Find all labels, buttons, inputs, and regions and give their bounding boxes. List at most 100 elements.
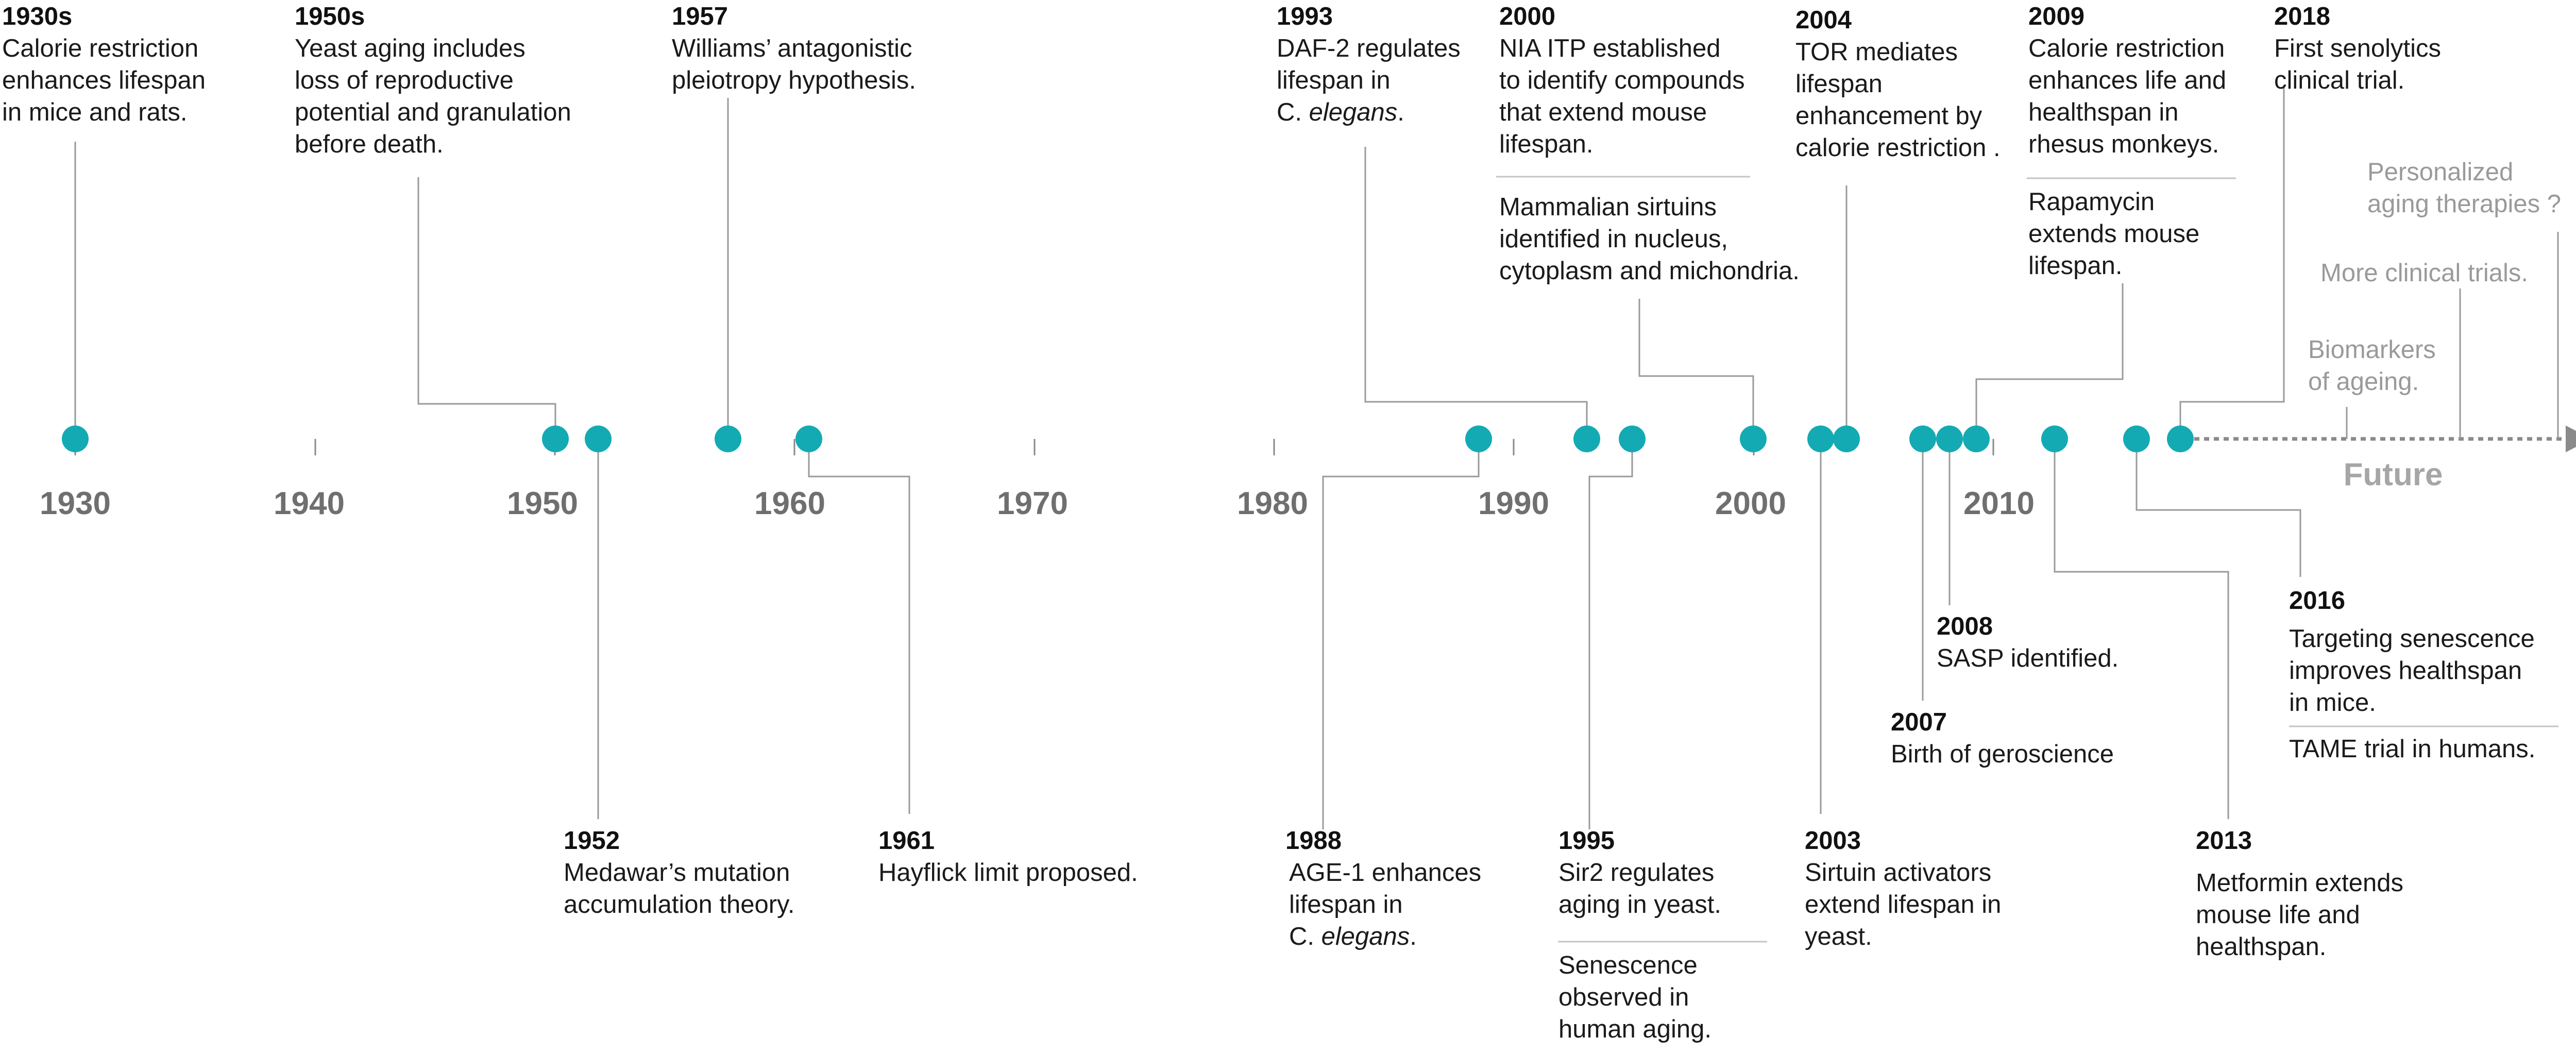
event-text-line: Sirtuin activators xyxy=(1805,859,1991,887)
event-text-line: DAF-2 regulates xyxy=(1277,35,1461,62)
event-text-line: enhancement by xyxy=(1795,102,1982,130)
connector-lines xyxy=(74,87,2559,829)
event-2009-rapamycin: Rapamycin extends mouse lifespan. xyxy=(2028,188,2199,280)
future-personalized-therapies: Personalized aging therapies ? xyxy=(2367,158,2561,218)
event-text-line: enhances lifespan xyxy=(2,66,206,94)
event-text-line: Calorie restriction xyxy=(2,35,198,62)
connector-2018 xyxy=(2179,87,2285,439)
connector-1995 xyxy=(1588,439,1633,829)
marker-2009 xyxy=(1963,426,1990,452)
connector-1961 xyxy=(808,439,910,814)
event-2000: 2000 NIA ITP established to identify com… xyxy=(1499,3,1745,158)
event-year: 2018 xyxy=(2274,3,2330,30)
year-ticks xyxy=(74,439,1994,455)
event-text-line: yeast. xyxy=(1805,923,1872,950)
event-2013: 2013 Metformin extends mouse life and he… xyxy=(2196,827,2403,961)
marker-2004 xyxy=(1833,426,1860,452)
event-text-line: accumulation theory. xyxy=(564,891,795,918)
marker-1952 xyxy=(585,426,612,452)
event-text-line: extends mouse xyxy=(2028,220,2199,248)
species-suffix: . xyxy=(1397,98,1404,126)
event-text-line: observed in xyxy=(1558,983,1689,1011)
future-arrowhead xyxy=(2566,426,2576,452)
event-2007: 2007 Birth of geroscience xyxy=(1891,708,2114,768)
event-text-line: More clinical trials. xyxy=(2320,259,2528,287)
event-2000-sirtuins: Mammalian sirtuins identified in nucleus… xyxy=(1499,193,1800,285)
event-text-line: of ageing. xyxy=(2308,368,2419,396)
species-prefix: C. xyxy=(1277,98,1309,126)
event-year: 2013 xyxy=(2196,827,2252,855)
marker-1957 xyxy=(715,426,741,452)
species-genus: elegans xyxy=(1321,923,1410,950)
event-1995-senescence: Senescence observed in human aging. xyxy=(1558,951,1711,1043)
event-text-line: enhances life and xyxy=(2028,66,2226,94)
connector-2000b xyxy=(1638,299,1754,439)
year-label-1950: 1950 xyxy=(507,486,578,521)
event-text-line: Calorie restriction xyxy=(2028,35,2225,62)
event-text-line: potential and granulation xyxy=(295,98,571,126)
year-labels: 1930 1940 1950 1960 1970 1980 1990 2000 … xyxy=(40,457,2443,521)
connector-2009b xyxy=(1975,283,2124,439)
event-2004: 2004 TOR mediates lifespan enhancement b… xyxy=(1795,6,2001,162)
event-year: 1995 xyxy=(1558,827,1615,855)
event-text-line: healthspan in xyxy=(2028,98,2179,126)
event-text-line: loss of reproductive xyxy=(295,66,514,94)
event-year: 2007 xyxy=(1891,708,1947,736)
event-text-line: Personalized xyxy=(2367,158,2513,186)
event-1957: 1957 Williams’ antagonistic pleiotropy h… xyxy=(672,3,916,94)
marker-2003 xyxy=(1807,426,1834,452)
event-2016: 2016 Targeting senescence improves healt… xyxy=(2289,587,2535,717)
event-markers xyxy=(62,426,2194,452)
event-text-line: AGE-1 enhances xyxy=(1289,859,1481,887)
event-text-line: TAME trial in humans. xyxy=(2289,735,2535,763)
event-1952: 1952 Medawar’s mutation accumulation the… xyxy=(564,827,795,918)
marker-1930s xyxy=(62,426,89,452)
event-1993: 1993 DAF-2 regulates lifespan in C. eleg… xyxy=(1277,3,1461,126)
event-1961: 1961 Hayflick limit proposed. xyxy=(878,827,1138,887)
event-text-line: aging therapies ? xyxy=(2367,190,2561,218)
event-text-line: improves healthspan xyxy=(2289,657,2522,685)
year-label-2000: 2000 xyxy=(1715,486,1786,521)
event-text-line: mouse life and xyxy=(2196,901,2360,929)
connector-2013 xyxy=(2054,439,2229,819)
event-text-line: that extend mouse xyxy=(1499,98,1707,126)
year-label-1990: 1990 xyxy=(1478,486,1549,521)
event-year: 2008 xyxy=(1937,612,1993,640)
year-label-1940: 1940 xyxy=(274,486,345,521)
event-text-line: before death. xyxy=(295,130,444,158)
event-text-line: in mice and rats. xyxy=(2,98,188,126)
connector-1950s xyxy=(417,177,556,439)
marker-1993 xyxy=(1573,426,1600,452)
event-year: 2004 xyxy=(1795,6,1852,34)
event-text-line: extend lifespan in xyxy=(1805,891,2001,918)
event-year: 2009 xyxy=(2028,3,2084,30)
event-text-line: calorie restriction . xyxy=(1795,134,2001,162)
event-2018: 2018 First senolytics clinical trial. xyxy=(2274,3,2441,94)
event-text-line: identified in nucleus, xyxy=(1499,225,1728,253)
event-year: 1961 xyxy=(878,827,935,855)
year-label-1930: 1930 xyxy=(40,486,111,521)
future-more-trials: More clinical trials. xyxy=(2320,259,2528,287)
event-year: 2016 xyxy=(2289,587,2345,615)
species-prefix: C. xyxy=(1289,923,1321,950)
marker-2008 xyxy=(1936,426,1963,452)
species-name: C. elegans. xyxy=(1289,923,1417,950)
event-1988: 1988 AGE-1 enhances lifespan in C. elega… xyxy=(1285,827,1481,950)
event-text-line: SASP identified. xyxy=(1937,644,2119,672)
marker-1988 xyxy=(1465,426,1492,452)
separators xyxy=(1496,176,2558,943)
species-name: C. elegans. xyxy=(1277,98,1404,126)
event-2009: 2009 Calorie restriction enhances life a… xyxy=(2028,3,2226,158)
event-year: 1993 xyxy=(1277,3,1333,30)
event-year: 1957 xyxy=(672,3,728,30)
event-2016-tame: TAME trial in humans. xyxy=(2289,735,2535,763)
event-year: 2003 xyxy=(1805,827,1861,855)
event-2008: 2008 SASP identified. xyxy=(1937,612,2119,672)
event-text-line: clinical trial. xyxy=(2274,66,2404,94)
marker-2016 xyxy=(2123,426,2150,452)
event-text-line: rhesus monkeys. xyxy=(2028,130,2219,158)
event-text-line: Hayflick limit proposed. xyxy=(878,859,1138,887)
event-text-line: Williams’ antagonistic xyxy=(672,35,912,62)
event-year: 1952 xyxy=(564,827,620,855)
marker-1995 xyxy=(1619,426,1646,452)
